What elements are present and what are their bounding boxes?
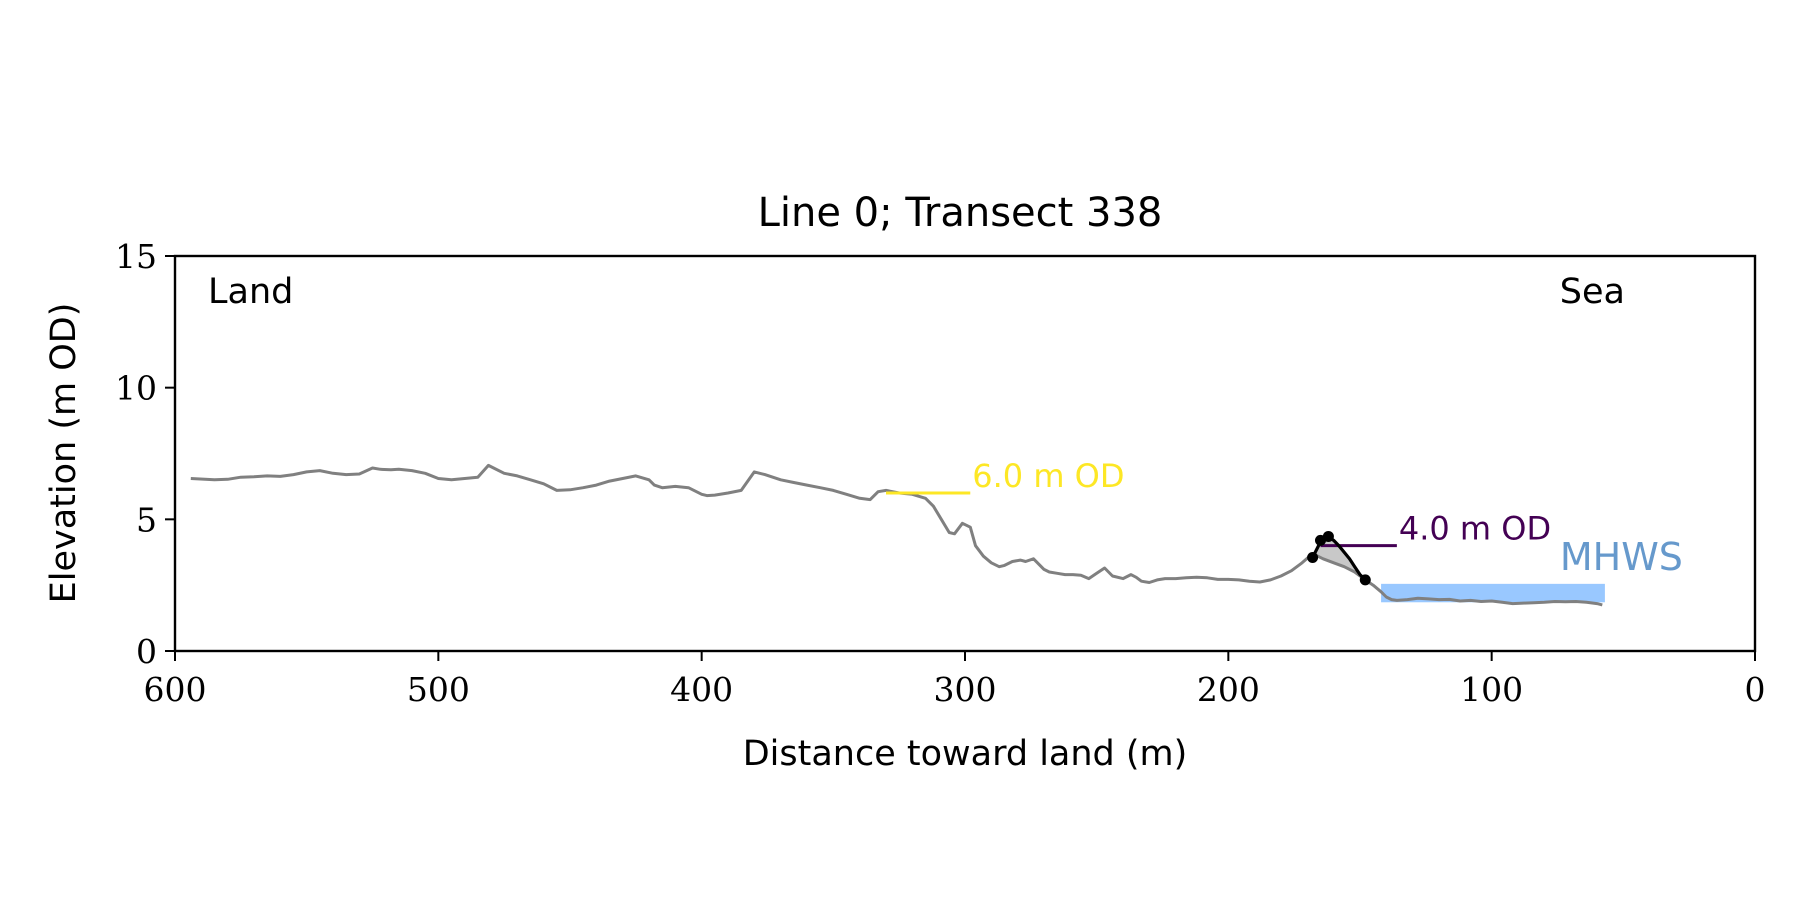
level-label-0: 6.0 m OD bbox=[972, 457, 1124, 495]
x-tick-label-600: 600 bbox=[144, 670, 207, 709]
sea-label: Sea bbox=[1560, 272, 1625, 312]
y-axis: 0 5 10 15 bbox=[115, 237, 175, 671]
crest-point-3 bbox=[1359, 574, 1371, 586]
y-tick-label-0: 0 bbox=[136, 632, 157, 671]
y-axis-label: Elevation (m OD) bbox=[44, 303, 84, 604]
land-label: Land bbox=[208, 272, 293, 312]
x-tick-label-400: 400 bbox=[670, 670, 733, 709]
x-tick-label-300: 300 bbox=[934, 670, 997, 709]
x-axis-label: Distance toward land (m) bbox=[743, 734, 1188, 774]
crest-point-0 bbox=[1307, 552, 1319, 564]
x-axis: 600 500 400 300 200 100 0 bbox=[144, 651, 1766, 709]
mhws-label: MHWS bbox=[1560, 535, 1683, 579]
level-label-1: 4.0 m OD bbox=[1399, 510, 1551, 548]
x-tick-label-0: 0 bbox=[1745, 670, 1766, 709]
plot-area: MHWS 6.0 m OD 4.0 m OD bbox=[190, 457, 1683, 607]
y-tick-label-5: 5 bbox=[136, 500, 157, 539]
profile-line bbox=[190, 463, 1603, 607]
chart-title: Line 0; Transect 338 bbox=[758, 190, 1163, 236]
mhws-band bbox=[1381, 583, 1605, 603]
crest-point-2 bbox=[1322, 530, 1334, 542]
y-tick-label-10: 10 bbox=[115, 369, 157, 408]
x-tick-label-500: 500 bbox=[407, 670, 470, 709]
x-tick-label-200: 200 bbox=[1197, 670, 1260, 709]
y-tick-label-15: 15 bbox=[115, 237, 157, 276]
x-tick-label-100: 100 bbox=[1460, 670, 1523, 709]
